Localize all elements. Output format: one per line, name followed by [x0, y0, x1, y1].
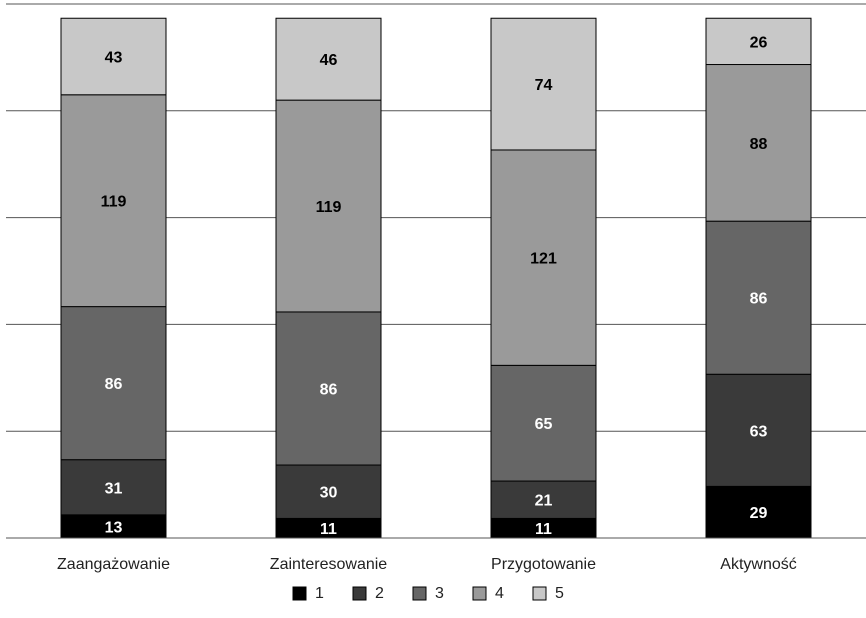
data-label: 86: [750, 291, 768, 308]
bars: [60, 17, 812, 539]
data-label: 65: [535, 416, 553, 433]
bar-segment: [60, 94, 167, 308]
legend-swatch: [352, 586, 367, 601]
bar-segment: [705, 64, 812, 222]
legend-swatch: [292, 586, 307, 601]
legend: 1 2 3 4 5: [292, 585, 564, 602]
data-label: 86: [320, 381, 338, 398]
bar-segment: [490, 364, 597, 482]
x-axis: Zaangażowanie Zainteresowanie Przygotowani…: [6, 537, 866, 573]
bar-segment: [490, 480, 597, 519]
data-label: 121: [530, 251, 557, 268]
legend-swatch: [532, 586, 547, 601]
legend-swatch: [472, 586, 487, 601]
data-label: 11: [320, 521, 337, 538]
data-label: 29: [750, 505, 768, 522]
data-label: 86: [105, 376, 123, 393]
bar-segment: [60, 306, 167, 461]
x-tick-label: Przygotowanie: [491, 556, 596, 573]
data-label: 63: [750, 423, 768, 440]
data-label: 46: [320, 52, 338, 69]
data-label: 119: [101, 194, 127, 211]
data-labels: 13 31 86 119 43 11 30 86 119 46 11 21 65 121 74 29 63 86 8…: [101, 34, 768, 538]
legend-swatch: [412, 586, 427, 601]
bar-segment: [275, 99, 382, 313]
bar-segment: [705, 220, 812, 375]
bar-segment: [60, 17, 167, 96]
legend-label: 2: [375, 585, 384, 602]
bar-segment: [275, 17, 382, 101]
bar-segment: [60, 459, 167, 516]
x-tick-label: Zainteresowanie: [270, 556, 388, 573]
bar-segment: [705, 17, 812, 66]
data-label: 13: [105, 519, 123, 536]
data-label: 88: [750, 136, 768, 153]
data-label: 31: [105, 480, 123, 497]
x-tick-label: Aktywność: [720, 556, 796, 573]
bar-segment: [275, 464, 382, 519]
data-label: 11: [535, 521, 552, 538]
legend-label: 5: [555, 585, 564, 602]
bar-segment: [490, 17, 597, 151]
data-label: 26: [750, 34, 768, 51]
bar-segment: [705, 373, 812, 487]
bar-segment: [490, 149, 597, 366]
bar-segment: [275, 311, 382, 466]
data-label: 43: [105, 50, 123, 67]
data-label: 30: [320, 485, 338, 502]
data-label: 74: [535, 77, 553, 94]
legend-label: 3: [435, 585, 444, 602]
data-label: 119: [316, 199, 342, 216]
data-label: 21: [535, 493, 553, 510]
legend-label: 4: [495, 585, 504, 602]
legend-label: 1: [315, 585, 324, 602]
x-tick-label: Zaangażowanie: [57, 556, 170, 573]
